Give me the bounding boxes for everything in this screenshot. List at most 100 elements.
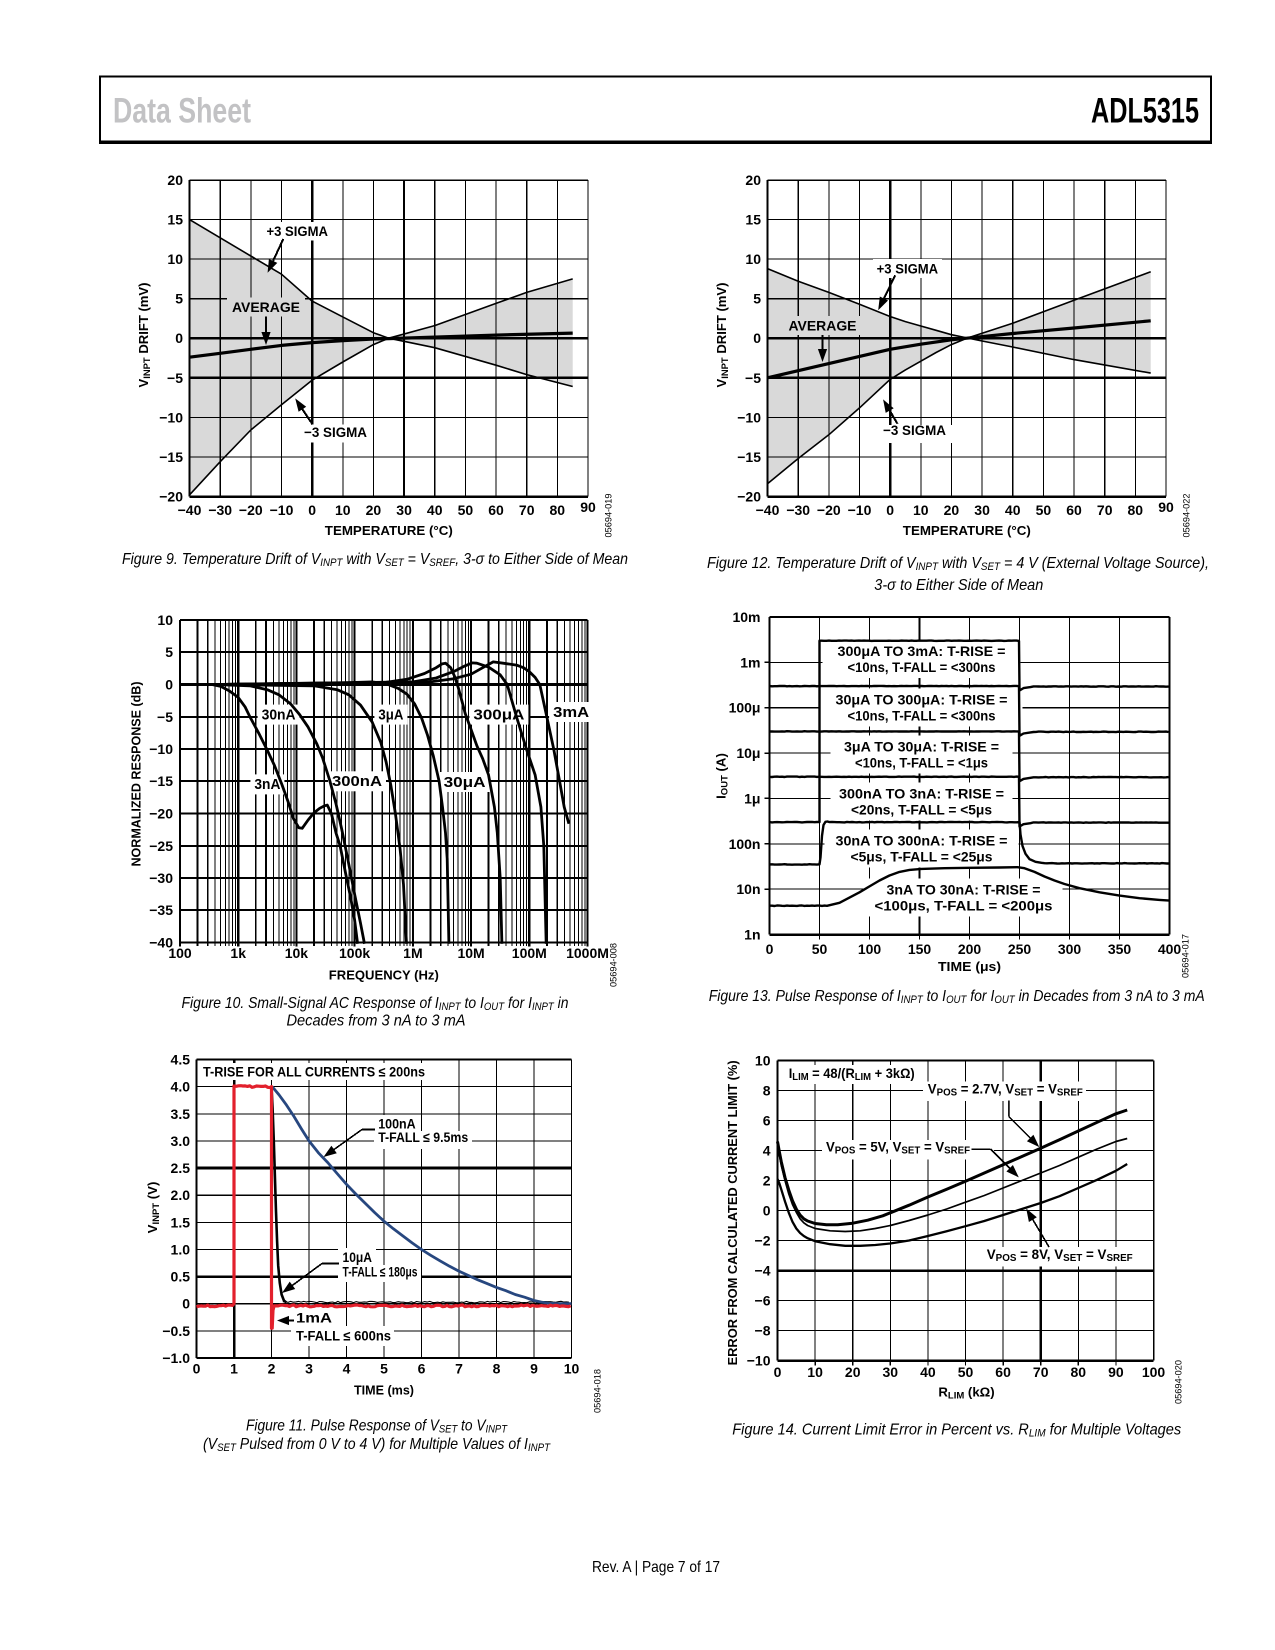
svg-text:<10ns, T-FALL = <300ns: <10ns, T-FALL = <300ns	[848, 659, 996, 675]
svg-text:<5μs, T-FALL = <25μs: <5μs, T-FALL = <25μs	[851, 849, 993, 865]
svg-text:70: 70	[519, 502, 535, 518]
svg-text:05694-018: 05694-018	[593, 1369, 603, 1413]
svg-text:30: 30	[396, 502, 412, 518]
svg-text:60: 60	[488, 502, 504, 518]
svg-text:TEMPERATURE (°C): TEMPERATURE (°C)	[325, 523, 453, 538]
svg-text:30μA: 30μA	[444, 775, 487, 791]
svg-text:T-FALL ≤ 600ns: T-FALL ≤ 600ns	[296, 1329, 391, 1344]
svg-text:Figure 10. Small-Signal AC Res: Figure 10. Small-Signal AC Response of I…	[182, 995, 569, 1013]
svg-text:Rev. A | Page 7 of 17: Rev. A | Page 7 of 17	[592, 1559, 720, 1576]
svg-text:9: 9	[530, 1361, 538, 1377]
svg-text:−30: −30	[149, 870, 173, 886]
svg-text:0: 0	[182, 1296, 190, 1312]
svg-text:0.5: 0.5	[171, 1269, 191, 1285]
svg-text:Decades from 3 nA to 3 mA: Decades from 3 nA to 3 mA	[287, 1013, 466, 1030]
svg-text:10k: 10k	[285, 945, 309, 961]
svg-text:+3 SIGMA: +3 SIGMA	[877, 262, 939, 277]
svg-text:3: 3	[305, 1361, 313, 1377]
svg-text:6: 6	[418, 1361, 426, 1377]
svg-text:100μ: 100μ	[729, 700, 761, 716]
svg-text:−20: −20	[817, 502, 841, 518]
svg-text:40: 40	[427, 502, 443, 518]
svg-text:2: 2	[268, 1361, 276, 1377]
svg-text:15: 15	[745, 212, 761, 228]
svg-text:<20ns, T-FALL = <5μs: <20ns, T-FALL = <5μs	[851, 802, 992, 818]
svg-text:300nA: 300nA	[332, 774, 383, 790]
svg-text:−10: −10	[149, 741, 173, 757]
svg-text:AVERAGE: AVERAGE	[789, 319, 857, 334]
svg-text:4: 4	[343, 1361, 351, 1377]
svg-text:30nA TO 300nA: T-RISE =: 30nA TO 300nA: T-RISE =	[836, 833, 1008, 849]
svg-text:Data Sheet: Data Sheet	[113, 92, 251, 131]
svg-text:Figure 11. Pulse Response of V: Figure 11. Pulse Response of VSET to VIN…	[246, 1417, 508, 1435]
svg-text:1: 1	[230, 1361, 238, 1377]
svg-text:−10: −10	[747, 1353, 771, 1369]
svg-text:5: 5	[165, 644, 173, 660]
svg-text:VINPT (V): VINPT (V)	[145, 1182, 162, 1234]
svg-text:30μA TO 300μA: T-RISE =: 30μA TO 300μA: T-RISE =	[836, 692, 1008, 708]
svg-text:−3 SIGMA: −3 SIGMA	[304, 425, 367, 440]
svg-text:5: 5	[175, 291, 183, 307]
svg-text:T-FALL ≤ 9.5ms: T-FALL ≤ 9.5ms	[378, 1130, 468, 1145]
svg-text:0: 0	[175, 330, 183, 346]
svg-text:Figure 13. Pulse Response of I: Figure 13. Pulse Response of IINPT to IO…	[709, 988, 1205, 1006]
svg-text:<10ns, T-FALL = <300ns: <10ns, T-FALL = <300ns	[848, 708, 996, 724]
svg-text:0: 0	[165, 677, 173, 693]
svg-text:3mA: 3mA	[553, 705, 590, 721]
svg-text:05694-008: 05694-008	[609, 943, 619, 987]
svg-text:05694-019: 05694-019	[604, 494, 614, 538]
svg-text:10μ: 10μ	[736, 745, 760, 761]
svg-text:05694-022: 05694-022	[1182, 494, 1192, 538]
svg-text:30: 30	[974, 502, 990, 518]
svg-text:40: 40	[1005, 502, 1021, 518]
svg-text:NORMALIZED RESPONSE (dB): NORMALIZED RESPONSE (dB)	[129, 682, 144, 867]
svg-text:250: 250	[1008, 941, 1032, 957]
svg-text:50: 50	[458, 502, 474, 518]
svg-text:20: 20	[366, 502, 382, 518]
svg-text:10: 10	[167, 251, 183, 267]
svg-text:0: 0	[193, 1361, 201, 1377]
svg-text:60: 60	[1066, 502, 1082, 518]
svg-text:10M: 10M	[457, 945, 484, 961]
svg-text:<100μs, T-FALL = <200μs: <100μs, T-FALL = <200μs	[875, 898, 1053, 914]
svg-text:−15: −15	[159, 449, 183, 465]
svg-text:(VSET Pulsed from 0 V to 4 V): (VSET Pulsed from 0 V to 4 V) for Multip…	[203, 1436, 551, 1454]
svg-text:1k: 1k	[230, 945, 246, 961]
svg-text:−40: −40	[149, 935, 173, 951]
svg-text:10m: 10m	[732, 609, 760, 625]
svg-text:350: 350	[1108, 941, 1132, 957]
svg-text:10n: 10n	[736, 881, 760, 897]
svg-text:5: 5	[753, 291, 761, 307]
svg-text:1m: 1m	[740, 654, 760, 670]
svg-text:ERROR FROM CALCULATED CURRENT: ERROR FROM CALCULATED CURRENT LIMIT (%)	[725, 1060, 740, 1365]
svg-text:AVERAGE: AVERAGE	[232, 300, 300, 315]
svg-text:10: 10	[807, 1364, 823, 1380]
svg-text:90: 90	[1158, 499, 1174, 515]
svg-text:10: 10	[913, 502, 929, 518]
svg-text:50: 50	[958, 1364, 974, 1380]
svg-text:T-FALL ≤ 180μs: T-FALL ≤ 180μs	[343, 1265, 418, 1280]
svg-text:0: 0	[766, 941, 774, 957]
svg-text:VPOS = 5V, VSET = VSREF: VPOS = 5V, VSET = VSREF	[826, 1140, 970, 1157]
svg-text:3nA TO 30nA: T-RISE =: 3nA TO 30nA: T-RISE =	[887, 882, 1041, 898]
svg-text:05694-020: 05694-020	[1174, 1360, 1184, 1404]
svg-text:100: 100	[168, 945, 192, 961]
svg-text:T-RISE FOR ALL CURRENTS ≤ 200n: T-RISE FOR ALL CURRENTS ≤ 200ns	[203, 1065, 425, 1080]
svg-text:4.0: 4.0	[171, 1079, 191, 1095]
svg-text:−5: −5	[167, 370, 183, 386]
svg-text:−5: −5	[745, 370, 761, 386]
svg-text:100: 100	[1142, 1364, 1166, 1380]
svg-text:0: 0	[763, 1203, 771, 1219]
svg-text:Figure 9. Temperature Drift of: Figure 9. Temperature Drift of VINPT wit…	[122, 551, 628, 569]
svg-text:3nA: 3nA	[254, 777, 280, 793]
svg-text:15: 15	[167, 212, 183, 228]
svg-text:3.5: 3.5	[171, 1106, 191, 1122]
svg-text:2: 2	[763, 1173, 771, 1189]
svg-text:300μA TO 3mA: T-RISE =: 300μA TO 3mA: T-RISE =	[838, 643, 1006, 659]
svg-text:0: 0	[886, 502, 894, 518]
svg-text:0: 0	[753, 330, 761, 346]
svg-text:80: 80	[550, 502, 566, 518]
svg-text:VINPT DRIFT (mV): VINPT DRIFT (mV)	[714, 283, 731, 388]
svg-text:−40: −40	[178, 502, 202, 518]
svg-text:150: 150	[908, 941, 932, 957]
